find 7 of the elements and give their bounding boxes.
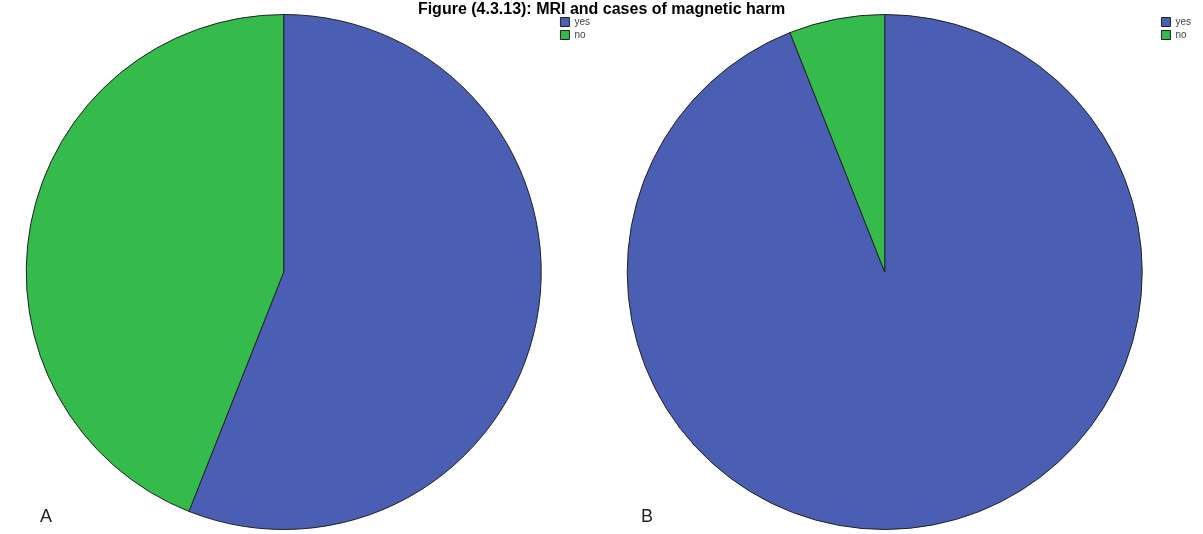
legend-label: yes [574, 15, 590, 27]
chart-title: Figure (4.3.13): MRI and cases of magnetic harm [417, 0, 786, 17]
legend-label: yes [1175, 15, 1191, 27]
legend-label: no [1175, 28, 1187, 40]
text: B [641, 505, 654, 526]
text: A [40, 505, 53, 526]
legend-label: no [574, 28, 586, 40]
